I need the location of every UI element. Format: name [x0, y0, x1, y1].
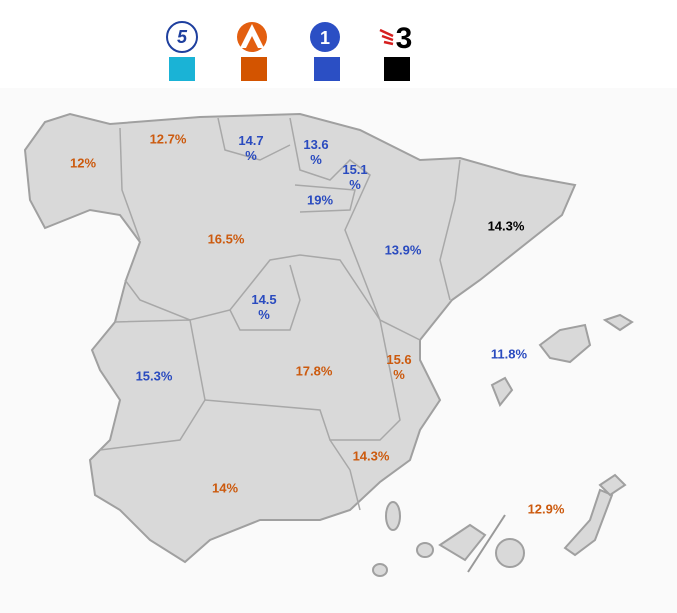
legend-swatch	[314, 57, 340, 81]
region-label: 13.6 %	[303, 137, 329, 167]
legend-swatch	[384, 57, 410, 81]
region-label: 17.8%	[295, 363, 333, 379]
region-label: 12.7%	[149, 131, 187, 147]
logo-antena3-mark	[240, 24, 264, 48]
region-label: 16.5%	[207, 231, 245, 247]
region-label: 14.5 %	[251, 292, 277, 322]
region-label: 15.1 %	[342, 162, 368, 192]
logo-1	[310, 22, 340, 52]
mainland	[23, 112, 577, 564]
legend-swatch	[241, 57, 267, 81]
region-label: 12.9%	[527, 501, 565, 517]
logo-text: 3	[396, 22, 413, 55]
region-label: 19%	[306, 192, 334, 208]
region-borders	[99, 117, 461, 511]
canary-islands	[372, 473, 627, 577]
logo-3-stripes	[379, 28, 394, 46]
region-label: 12%	[69, 155, 97, 171]
legend-swatch	[169, 57, 195, 81]
legend-logos: 5 1 3	[166, 21, 413, 55]
region-label: 14.3%	[487, 218, 525, 234]
region-label: 14%	[211, 480, 239, 496]
logo-text: 1	[320, 28, 330, 48]
region-label: 13.9%	[384, 242, 422, 258]
balearic-islands	[490, 313, 634, 407]
logo-text: 5	[177, 27, 188, 47]
logo-5	[166, 21, 198, 53]
region-label: 14.7 %	[238, 133, 264, 163]
region-label: 15.6 %	[386, 352, 412, 382]
region-label: 14.3%	[352, 448, 390, 464]
region-label: 15.3%	[135, 368, 173, 384]
region-label: 11.8%	[490, 346, 528, 362]
